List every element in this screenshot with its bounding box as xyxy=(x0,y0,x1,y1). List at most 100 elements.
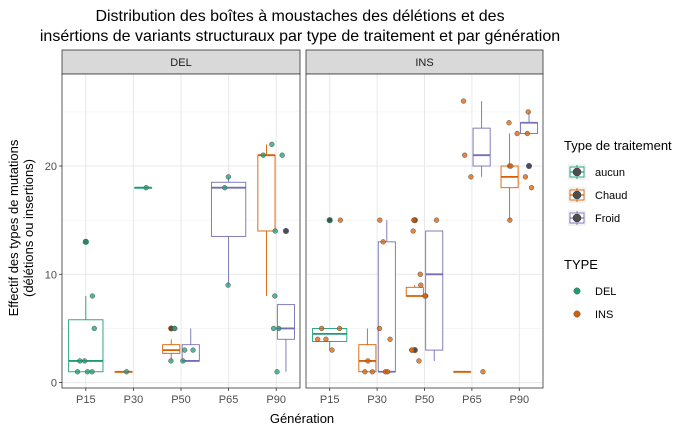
legend-label: DEL xyxy=(595,286,616,298)
data-point-ins xyxy=(362,369,368,375)
x-tick-label: P50 xyxy=(171,394,191,406)
data-point-ins xyxy=(524,130,530,137)
box-outlier xyxy=(525,162,533,170)
data-point-ins xyxy=(462,152,468,158)
data-point-del xyxy=(172,325,178,332)
data-point-ins xyxy=(376,325,383,332)
legend-item-del: DEL xyxy=(573,286,616,298)
y-tick-label: 10 xyxy=(45,269,57,281)
data-point-ins xyxy=(422,293,428,299)
data-point-ins xyxy=(387,336,393,342)
data-point-del xyxy=(89,293,96,299)
data-point-ins xyxy=(377,217,383,223)
box-p30-aucun xyxy=(134,186,153,189)
data-point-ins xyxy=(528,185,535,191)
box-body xyxy=(257,154,276,232)
legend-item-chaud: Chaud xyxy=(568,187,627,203)
data-point-ins xyxy=(418,282,424,288)
x-tick-label: P15 xyxy=(320,394,340,406)
legend-title: TYPE xyxy=(564,257,598,272)
data-point-del xyxy=(182,347,188,353)
data-point-del xyxy=(272,293,278,299)
chart-title-line-2: insértions de variants structuraux par t… xyxy=(40,28,560,45)
facet-strip xyxy=(61,49,301,75)
data-point-del xyxy=(225,282,231,288)
legend-title: Type de traitement xyxy=(564,138,672,153)
legend: Type de traitement aucun Chaud Froid TYPE DEL… xyxy=(564,138,672,321)
box-body xyxy=(181,344,200,362)
facet-strip-label: INS xyxy=(415,57,433,69)
facet-strip xyxy=(305,49,544,75)
data-point-ins xyxy=(319,325,325,332)
x-tick-label: P30 xyxy=(367,394,387,406)
data-point-del xyxy=(222,185,228,191)
box-p30-chaud xyxy=(114,370,133,373)
data-point-ins xyxy=(315,336,321,342)
facet-strip-label: DEL xyxy=(170,57,191,69)
data-point-ins xyxy=(416,358,422,364)
x-tick-label: P90 xyxy=(266,394,286,406)
data-point-ins xyxy=(323,336,329,342)
legend-label: Froid xyxy=(595,213,620,225)
data-point-del xyxy=(123,369,130,375)
data-point-del xyxy=(260,152,266,158)
box-body xyxy=(162,344,181,354)
data-point-ins xyxy=(468,174,474,180)
y-axis-title-line-1: Effectif des types de mutations xyxy=(6,139,21,316)
box-outlier xyxy=(326,217,333,224)
x-tick-label: P65 xyxy=(219,394,239,406)
data-point-del xyxy=(91,325,97,332)
y-tick-label: 20 xyxy=(45,161,57,173)
data-point-del xyxy=(272,228,278,234)
data-point-ins xyxy=(506,120,512,126)
data-point-ins xyxy=(369,369,375,375)
x-tick-label: P50 xyxy=(415,394,435,406)
data-point-del xyxy=(81,358,88,364)
legend-key-point xyxy=(572,213,582,223)
box-body xyxy=(210,181,247,237)
data-point-del xyxy=(84,369,91,375)
data-point-ins xyxy=(411,217,417,223)
data-point-ins xyxy=(417,271,423,277)
legend-key-point xyxy=(572,190,582,200)
data-point-ins xyxy=(507,217,513,223)
box-body xyxy=(358,344,377,373)
facet-panel-del: DEL P15 P30 P50 P65 P90 xyxy=(61,49,301,406)
data-point-del xyxy=(168,358,174,364)
box-body xyxy=(276,304,295,340)
data-point-ins xyxy=(409,347,415,353)
box-p50-froid xyxy=(425,230,444,361)
box-p65-froid xyxy=(472,101,491,177)
data-point-del xyxy=(270,325,277,332)
x-tick-label: P15 xyxy=(76,394,96,406)
data-point-ins xyxy=(480,369,486,375)
data-point-del xyxy=(279,152,285,158)
legend-item-aucun: aucun xyxy=(568,164,625,180)
data-point-ins xyxy=(336,325,343,332)
data-point-del xyxy=(143,185,149,191)
legend-label: aucun xyxy=(595,167,625,179)
legend-key-point xyxy=(573,310,581,318)
box-body xyxy=(68,319,104,373)
data-point-ins xyxy=(384,369,391,375)
box-p65-chaud xyxy=(453,370,472,373)
data-point-ins xyxy=(337,217,344,223)
data-point-del xyxy=(276,325,282,332)
data-point-del xyxy=(180,358,186,364)
data-point-del xyxy=(89,369,95,375)
data-point-del xyxy=(190,347,196,353)
facet-panel-ins: INS P15 P30 P50 P65 P90 xyxy=(305,49,544,406)
data-point-ins xyxy=(522,174,529,180)
data-point-ins xyxy=(460,98,467,104)
data-point-del xyxy=(269,141,275,148)
data-point-ins xyxy=(525,109,531,115)
data-point-del xyxy=(74,369,81,375)
box-body xyxy=(312,327,348,342)
legend-key-point xyxy=(573,287,581,295)
legend-label: INS xyxy=(595,309,613,321)
data-point-del xyxy=(225,174,232,180)
data-point-ins xyxy=(514,130,520,137)
data-point-ins xyxy=(410,228,416,234)
y-tick-label: 0 xyxy=(51,378,57,390)
chart-title-line-1: Distribution des boîtes à moustaches des… xyxy=(95,8,504,25)
